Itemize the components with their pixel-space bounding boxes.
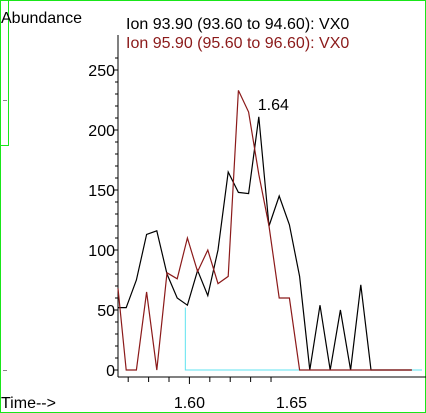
series-line-1	[118, 116, 412, 371]
y-tick-label: 100	[88, 243, 115, 260]
left-panel-tick	[3, 100, 7, 101]
axes	[117, 35, 426, 378]
y-tick-label: 0	[106, 363, 115, 380]
series-line-2	[117, 90, 412, 371]
x-tick-label: 1.60	[174, 395, 205, 412]
y-ticks: 0 50 100 150 200 250	[88, 57, 118, 380]
left-panel-tick	[3, 370, 7, 371]
y-tick-label: 200	[88, 123, 115, 140]
peak-annotation: 1.64	[258, 97, 289, 114]
y-tick-label: 50	[97, 303, 115, 320]
x-tick-label: 1.65	[276, 395, 307, 412]
x-ticks: 1.60 1.65	[127, 377, 307, 412]
legend-series-1: Ion 93.90 (93.60 to 94.60): VX0	[126, 16, 349, 33]
legend-series-2: Ion 95.90 (95.60 to 96.60): VX0	[126, 35, 349, 52]
y-axis-label: Abundance	[1, 10, 82, 27]
left-panel-edge	[0, 0, 9, 146]
y-tick-label: 250	[88, 63, 115, 80]
y-tick-label: 150	[88, 183, 115, 200]
plot-area	[117, 90, 422, 371]
x-axis-label: Time-->	[1, 395, 56, 412]
